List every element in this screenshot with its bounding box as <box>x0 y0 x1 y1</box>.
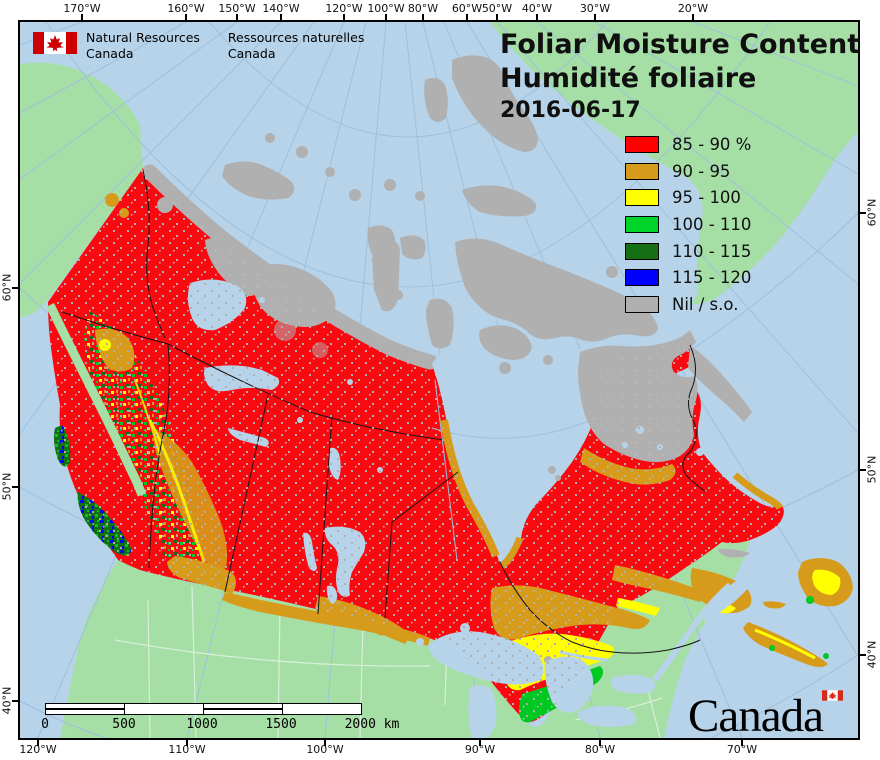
right-axis-label: 50°N <box>865 455 879 484</box>
top-axis-label: 170°W <box>63 2 101 15</box>
bottom-tick <box>479 738 481 746</box>
left-tick <box>12 486 20 488</box>
left-axis-label: 60°N <box>0 273 14 302</box>
bottom-axis-label: 100°W <box>306 743 344 756</box>
bottom-tick <box>37 738 39 746</box>
map-date: 2016-06-17 <box>500 98 641 123</box>
left-tick <box>12 287 20 289</box>
bottom-axis-label: 90°W <box>464 743 496 756</box>
legend-label: 85 - 90 % <box>672 134 752 154</box>
top-tick <box>422 14 424 22</box>
logo-text-en-1: Natural Resources <box>86 30 200 45</box>
bottom-axis-label: 110°W <box>168 743 206 756</box>
top-axis-label: 160°W <box>167 2 205 15</box>
legend-swatch <box>625 135 659 153</box>
top-tick <box>692 14 694 22</box>
left-axis-label: 50°N <box>0 472 14 501</box>
legend-label: 100 - 110 <box>672 214 752 234</box>
bottom-axis-label: 80°W <box>584 743 616 756</box>
top-axis-label: 100°W <box>367 2 405 15</box>
right-tick <box>858 469 866 471</box>
right-tick <box>858 212 866 214</box>
top-tick <box>496 14 498 22</box>
right-axis-label: 40°N <box>865 640 879 669</box>
legend-swatch <box>625 215 659 233</box>
top-tick <box>536 14 538 22</box>
top-axis-label: 50°W <box>481 2 513 15</box>
scale-bar <box>45 703 362 715</box>
right-tick <box>858 654 866 656</box>
bottom-tick <box>599 738 601 746</box>
top-axis-label: 20°W <box>677 2 709 15</box>
top-tick <box>385 14 387 22</box>
bottom-axis-label: 120°W <box>19 743 57 756</box>
logo-text-en-2: Canada <box>86 46 134 61</box>
legend-row: 85 - 90 % <box>625 131 751 158</box>
bottom-tick <box>741 738 743 746</box>
legend-row: Nil / s.o. <box>625 291 751 318</box>
logo-text-fr-2: Canada <box>227 46 276 61</box>
map-frame <box>18 20 860 740</box>
scale-segment <box>124 704 203 714</box>
top-axis-label: 60°W <box>451 2 483 15</box>
top-tick <box>594 14 596 22</box>
legend-label: 90 - 95 <box>672 161 731 181</box>
top-axis-label: 120°W <box>325 2 363 15</box>
top-tick <box>81 14 83 22</box>
legend-label: Nil / s.o. <box>672 294 739 314</box>
canada-wordmark: Canada <box>688 690 824 742</box>
scale-label: 500 <box>112 717 136 732</box>
left-tick <box>12 700 20 702</box>
legend-swatch <box>625 269 659 287</box>
legend: 85 - 90 % 90 - 95 95 - 100 100 - 110 110 - 1… <box>625 131 751 318</box>
nrcan-logo: Natural Resources Canada Ressources natu… <box>33 30 364 62</box>
top-axis-label: 30°W <box>579 2 611 15</box>
top-tick <box>185 14 187 22</box>
legend-swatch <box>625 242 659 260</box>
logo-text-fr-1: Ressources naturelles <box>227 30 365 45</box>
legend-row: 110 - 115 <box>625 238 751 265</box>
scale-segment <box>203 704 282 714</box>
legend-row: 115 - 120 <box>625 264 751 291</box>
right-axis-label: 60°N <box>865 198 879 227</box>
top-axis-label: 140°W <box>262 2 300 15</box>
scale-label: 1000 <box>186 717 218 732</box>
legend-row: 95 - 100 <box>625 184 751 211</box>
top-tick <box>343 14 345 22</box>
wordmark-flag-icon <box>822 690 843 701</box>
legend-swatch <box>625 189 659 207</box>
top-tick <box>466 14 468 22</box>
top-axis-label: 150°W <box>218 2 256 15</box>
bottom-tick <box>324 738 326 746</box>
bottom-axis-label: 70°W <box>726 743 758 756</box>
canada-flag-icon <box>33 32 77 54</box>
map-title-en: Foliar Moisture Content <box>500 29 861 60</box>
legend-swatch <box>625 295 659 313</box>
scale-label: 2000 km <box>344 717 400 732</box>
scale-segment <box>282 704 361 714</box>
bottom-tick <box>186 738 188 746</box>
scale-segment <box>46 704 124 714</box>
left-axis-label: 40°N <box>0 686 14 715</box>
legend-row: 90 - 95 <box>625 158 751 185</box>
canada-map <box>20 22 858 738</box>
top-tick <box>236 14 238 22</box>
title-block: Foliar Moisture Content Humidité foliair… <box>500 28 860 126</box>
top-axis-label: 40°W <box>521 2 553 15</box>
legend-label: 95 - 100 <box>672 188 741 208</box>
top-tick <box>280 14 282 22</box>
map-title-fr: Humidité foliaire <box>500 63 757 94</box>
scale-label: 1500 <box>265 717 297 732</box>
legend-label: 115 - 120 <box>672 268 752 288</box>
legend-swatch <box>625 162 659 180</box>
scale-label: 0 <box>41 717 49 732</box>
legend-row: 100 - 110 <box>625 211 751 238</box>
top-axis-label: 80°W <box>407 2 439 15</box>
legend-label: 110 - 115 <box>672 241 752 261</box>
